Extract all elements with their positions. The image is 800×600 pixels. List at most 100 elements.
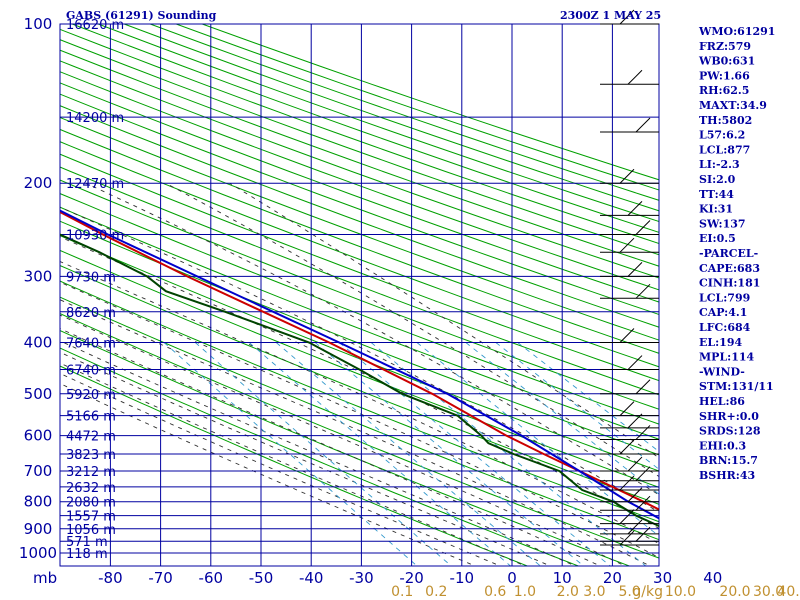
moist-adiabat-line	[60, 206, 659, 513]
height-label: 8620 m	[66, 306, 116, 321]
temperature-label: 40	[703, 569, 722, 587]
pressure-label: 400	[24, 334, 53, 352]
index-readout: CINH:181	[699, 277, 760, 290]
wind-barb	[619, 439, 635, 455]
wind-barbs	[600, 9, 659, 546]
index-readout: SI:2.0	[699, 173, 736, 186]
temperature-label: -20	[399, 569, 424, 587]
moist-adiabat-line	[60, 383, 471, 565]
index-readout: TH:5802	[699, 114, 752, 127]
moist-adiabat-line	[165, 182, 659, 478]
mixing-ratio-label: 20.0	[719, 584, 750, 600]
wind-barb	[619, 475, 635, 491]
dry-adiabat-line	[60, 153, 659, 382]
index-readout: EHI:0.3	[699, 439, 746, 452]
index-readout: FRZ:579	[699, 40, 751, 53]
mixing-ratio-line	[416, 342, 659, 537]
mixing-ratio-line	[248, 342, 512, 566]
dry-adiabat-line	[60, 60, 659, 279]
dry-adiabat-line	[60, 235, 659, 472]
index-readout: LFC:684	[699, 321, 751, 334]
index-readout: EI:0.5	[699, 232, 736, 245]
temperature-label: -40	[299, 569, 324, 587]
moist-adiabat-line	[60, 260, 659, 545]
mixing-ratio-line	[517, 342, 659, 453]
dewpoint-profile-line	[60, 233, 659, 528]
height-label: 7640 m	[66, 337, 116, 352]
moist-adiabat-line	[60, 314, 622, 565]
index-readout: BSHR:43	[699, 469, 755, 482]
wind-barb	[627, 519, 643, 535]
dry-adiabat-line	[60, 220, 659, 456]
temperature-label: -50	[249, 569, 274, 587]
dry-adiabat-line	[60, 128, 659, 354]
index-readout: SHR+:0.0	[699, 410, 759, 423]
index-readout: -PARCEL-	[699, 247, 758, 260]
pressure-unit-label: mb	[33, 569, 57, 587]
height-label: 3212 m	[66, 465, 116, 480]
index-readout: LCL:877	[699, 143, 750, 156]
index-readout: WMO:61291	[698, 25, 775, 38]
height-label: 571 m	[66, 535, 108, 550]
temperature-label: 0	[507, 569, 517, 587]
height-label: 2080 m	[66, 496, 116, 511]
moist-adiabat-line	[60, 351, 547, 565]
index-readout: TT:44	[699, 188, 734, 201]
wind-barb	[619, 401, 635, 417]
dry-adiabat-line	[72, 24, 659, 233]
index-readout: SRDS:128	[699, 425, 761, 438]
index-readout: L57:6.2	[699, 129, 745, 142]
moist-adiabat-line	[85, 182, 659, 496]
index-readout: CAPE:683	[699, 262, 760, 275]
index-readout: LCL:799	[699, 291, 750, 304]
dry-adiabat-line	[60, 93, 659, 316]
wind-barb	[635, 466, 651, 482]
moist-adiabat-line	[60, 299, 647, 565]
wind-barb	[635, 425, 651, 440]
height-label: 14200 m	[66, 111, 124, 126]
index-readout: LI:-2.3	[699, 158, 740, 171]
index-readout: WB0:631	[698, 55, 755, 68]
dry-adiabat-line	[60, 193, 659, 425]
dry-adiabat-line	[60, 141, 659, 368]
sounding-time: 2300Z 1 MAY 25	[560, 9, 661, 22]
index-readout: SW:137	[699, 217, 746, 230]
dry-adiabat-line	[60, 179, 659, 410]
height-label: 12470 m	[66, 177, 124, 192]
mixing-ratio-label: 3.0	[583, 584, 605, 600]
mixing-ratio-label: 0.6	[484, 584, 506, 600]
height-label: 2632 m	[66, 481, 116, 496]
height-label: 1056 m	[66, 523, 116, 538]
wind-barb	[619, 328, 635, 343]
temperature-label: -30	[349, 569, 374, 587]
mixing-ratio-line	[495, 342, 659, 470]
index-readout: RH:62.5	[699, 84, 749, 97]
mixing-ratio-label: 5.0	[618, 584, 640, 600]
parcel-profile-line	[60, 209, 659, 520]
temperature-label: -10	[450, 569, 475, 587]
wind-barb	[635, 495, 651, 511]
height-label: 3823 m	[66, 448, 116, 463]
dry-adiabat-line	[60, 249, 659, 488]
temperature-label: -60	[199, 569, 224, 587]
dry-adiabat-line	[60, 116, 659, 341]
moist-adiabat-line	[60, 362, 522, 565]
wind-barb	[635, 117, 651, 133]
wind-barb	[627, 413, 643, 429]
mixing-ratio-label: 30.0	[753, 584, 784, 600]
wind-barb	[619, 168, 635, 184]
dry-adiabat-line	[60, 49, 659, 267]
dry-adiabat-line	[60, 71, 659, 291]
pressure-label: 200	[24, 174, 53, 192]
height-label: 5166 m	[66, 410, 116, 425]
pressure-label: 500	[24, 385, 53, 403]
plot-frame	[59, 23, 660, 567]
height-label: 9730 m	[66, 270, 116, 285]
index-readout: -WIND-	[699, 365, 745, 378]
dry-adiabat-line	[60, 105, 659, 328]
height-label: 1557 m	[66, 510, 116, 525]
wind-barb	[635, 379, 651, 395]
wind-barb	[619, 509, 635, 524]
wind-barb	[635, 283, 651, 299]
temperature-label: 20	[603, 569, 622, 587]
